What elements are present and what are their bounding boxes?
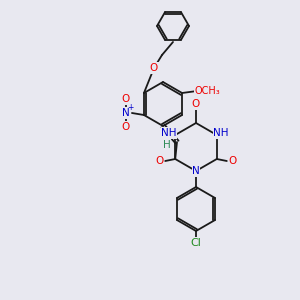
Text: O: O	[155, 156, 163, 166]
Text: NH: NH	[161, 128, 177, 138]
Text: NH: NH	[213, 128, 229, 138]
Text: O: O	[192, 99, 200, 109]
Text: O: O	[122, 94, 130, 104]
Text: O: O	[122, 122, 130, 132]
Text: Cl: Cl	[190, 238, 201, 248]
Text: O: O	[229, 156, 237, 166]
Text: H: H	[163, 140, 171, 150]
Text: N: N	[122, 108, 130, 118]
Text: +: +	[127, 103, 133, 112]
Text: OCH₃: OCH₃	[194, 86, 220, 96]
Text: O: O	[150, 63, 158, 73]
Text: N: N	[192, 166, 200, 176]
